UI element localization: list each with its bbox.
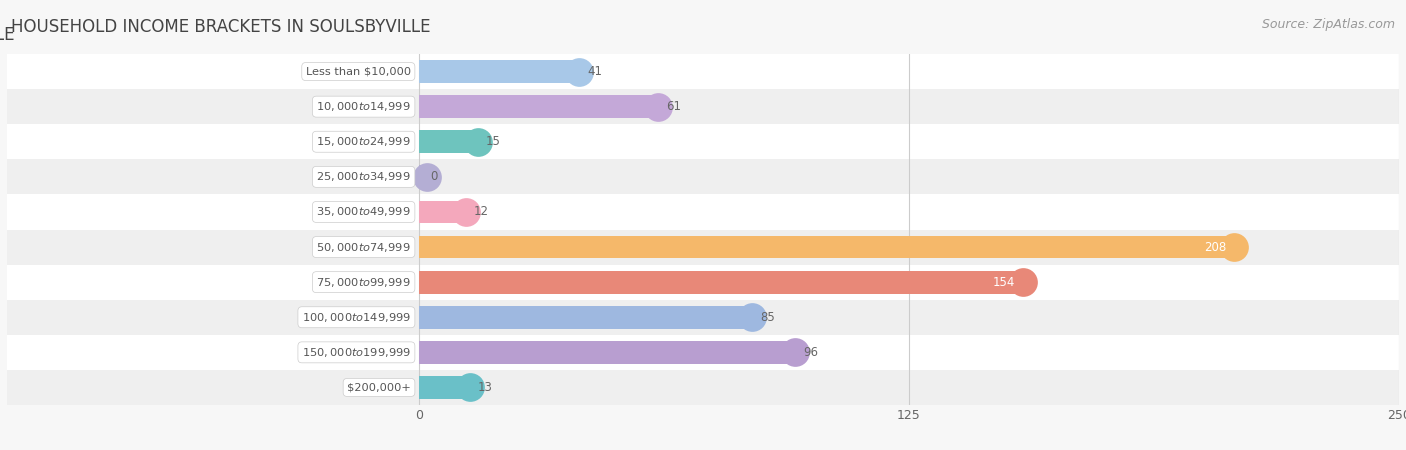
Point xyxy=(1223,243,1246,251)
Bar xyxy=(419,95,658,118)
Bar xyxy=(7,89,1399,124)
Bar xyxy=(7,265,1399,300)
Point xyxy=(647,103,669,110)
Bar xyxy=(419,376,470,399)
Point xyxy=(785,349,807,356)
Bar xyxy=(419,130,478,153)
Text: $15,000 to $24,999: $15,000 to $24,999 xyxy=(316,135,411,148)
Bar xyxy=(7,159,1399,194)
Bar xyxy=(7,370,1399,405)
Text: $100,000 to $149,999: $100,000 to $149,999 xyxy=(302,311,411,324)
Text: 13: 13 xyxy=(478,381,492,394)
Point xyxy=(458,384,481,391)
Bar xyxy=(419,236,1234,258)
Bar xyxy=(7,300,1399,335)
Bar xyxy=(7,54,1399,89)
Text: 61: 61 xyxy=(666,100,681,113)
Text: $75,000 to $99,999: $75,000 to $99,999 xyxy=(316,276,411,288)
Text: HOUSEHOLD INCOME BRACKETS IN SOULSBYVILLE: HOUSEHOLD INCOME BRACKETS IN SOULSBYVILL… xyxy=(0,26,15,44)
Point xyxy=(741,314,763,321)
Bar xyxy=(7,124,1399,159)
Point xyxy=(1011,279,1033,286)
Text: 15: 15 xyxy=(485,135,501,148)
Text: 0: 0 xyxy=(430,171,437,183)
Text: Less than $10,000: Less than $10,000 xyxy=(305,67,411,76)
Bar xyxy=(7,194,1399,230)
Text: HOUSEHOLD INCOME BRACKETS IN SOULSBYVILLE: HOUSEHOLD INCOME BRACKETS IN SOULSBYVILL… xyxy=(11,18,430,36)
Bar xyxy=(419,341,796,364)
Text: 12: 12 xyxy=(474,206,489,218)
Point xyxy=(415,173,437,180)
Text: $50,000 to $74,999: $50,000 to $74,999 xyxy=(316,241,411,253)
Text: 85: 85 xyxy=(759,311,775,324)
Text: 96: 96 xyxy=(803,346,818,359)
Bar xyxy=(419,201,465,223)
Point xyxy=(467,138,489,145)
Bar xyxy=(419,60,579,83)
Bar xyxy=(419,166,426,188)
Bar xyxy=(419,306,752,328)
Text: 154: 154 xyxy=(993,276,1015,288)
Bar xyxy=(419,271,1022,293)
Point xyxy=(454,208,477,216)
Point xyxy=(568,68,591,75)
Bar xyxy=(7,230,1399,265)
Text: $35,000 to $49,999: $35,000 to $49,999 xyxy=(316,206,411,218)
Text: Source: ZipAtlas.com: Source: ZipAtlas.com xyxy=(1261,18,1395,31)
Text: $200,000+: $200,000+ xyxy=(347,382,411,392)
Text: 41: 41 xyxy=(588,65,602,78)
Text: 208: 208 xyxy=(1204,241,1226,253)
Bar xyxy=(7,335,1399,370)
Text: $25,000 to $34,999: $25,000 to $34,999 xyxy=(316,171,411,183)
Text: $10,000 to $14,999: $10,000 to $14,999 xyxy=(316,100,411,113)
Text: $150,000 to $199,999: $150,000 to $199,999 xyxy=(302,346,411,359)
